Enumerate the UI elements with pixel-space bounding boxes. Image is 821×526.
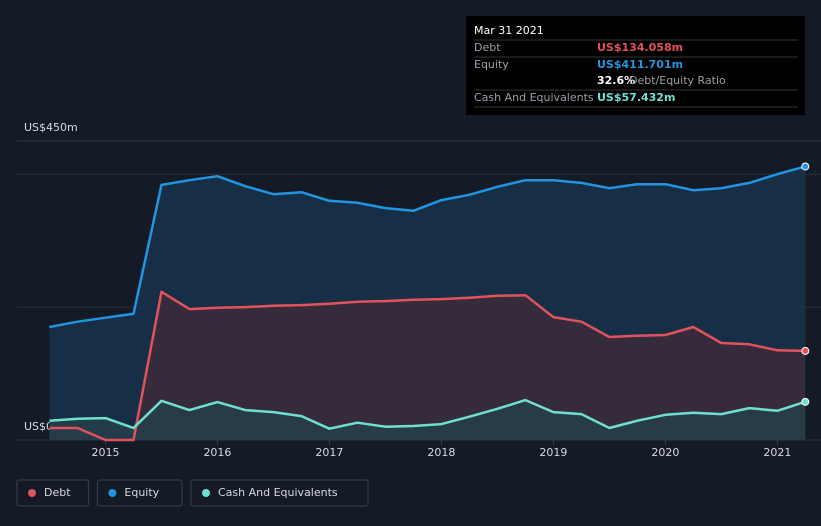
- legend-item[interactable]: Equity: [96, 479, 183, 507]
- tooltip: Mar 31 2021 Debt US$134.058m Equity US$4…: [466, 16, 805, 115]
- x-tick-label: 2021: [763, 446, 791, 459]
- tooltip-ratio-label: Debt/Equity Ratio: [629, 74, 726, 87]
- tooltip-label: Equity: [474, 58, 509, 71]
- legend-button[interactable]: [96, 479, 183, 507]
- legend-label: Cash And Equivalents: [218, 486, 338, 499]
- x-tick-label: 2017: [315, 446, 343, 459]
- legend-item[interactable]: Cash And Equivalents: [190, 479, 369, 507]
- tooltip-value: US$134.058m: [597, 41, 683, 54]
- tooltip-ratio: 32.6%: [597, 74, 635, 87]
- legend-swatch: [202, 489, 210, 497]
- tooltip-value: US$411.701m: [597, 58, 683, 71]
- line: [49, 398, 806, 430]
- end-point: [801, 346, 810, 355]
- legend-item[interactable]: Debt: [16, 479, 89, 507]
- area: [49, 291, 806, 440]
- legend-label: Equity: [124, 486, 159, 499]
- tooltip-label: Debt: [474, 41, 501, 54]
- legend-label: Debt: [44, 486, 71, 499]
- x-tick-label: 2019: [539, 446, 567, 459]
- y-tick-label: US$450m: [24, 121, 78, 134]
- x-tick-label: 2020: [651, 446, 679, 459]
- plot: US$0 US$450m 2015 2016 2017 2018 2019 2020 2021: [17, 121, 821, 459]
- x-tick-label: 2015: [91, 446, 119, 459]
- tooltip-box: [466, 16, 805, 115]
- y-tick-label: US$0: [24, 420, 53, 433]
- line: [49, 165, 806, 329]
- tooltip-date: Mar 31 2021: [474, 24, 544, 37]
- tooltip-value: US$57.432m: [597, 91, 675, 104]
- legend-button[interactable]: [16, 479, 89, 507]
- legend-button[interactable]: [190, 479, 369, 507]
- line: [49, 290, 806, 442]
- area: [49, 400, 806, 440]
- x-tick-label: 2016: [203, 446, 231, 459]
- legend-swatch: [28, 489, 36, 497]
- tooltip-label: Cash And Equivalents: [474, 91, 594, 104]
- end-point: [801, 162, 810, 171]
- x-tick-label: 2018: [427, 446, 455, 459]
- legend-swatch: [108, 489, 117, 497]
- legend: Debt Equity Cash And Equivalents: [16, 479, 369, 507]
- end-point: [801, 397, 810, 406]
